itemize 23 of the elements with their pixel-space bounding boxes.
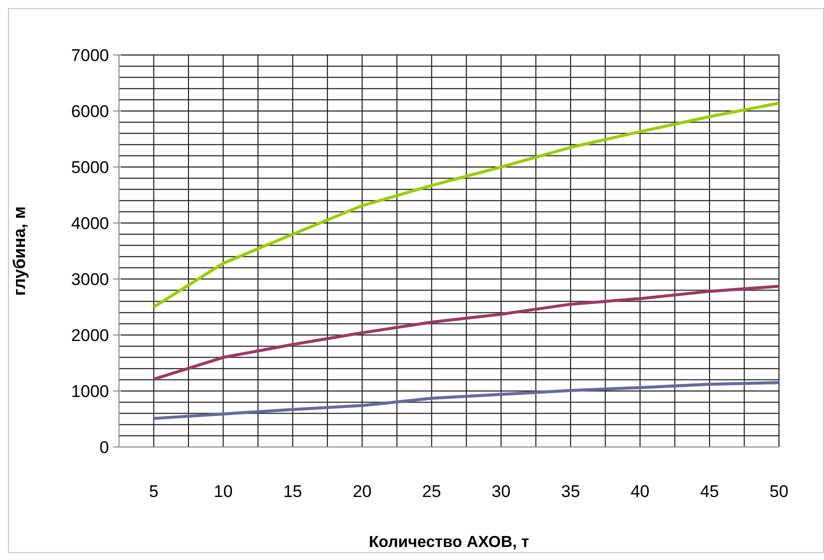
y-tick-label: 3000 (71, 270, 109, 289)
x-tick-label: 40 (630, 482, 650, 502)
x-tick-label: 45 (700, 482, 719, 502)
x-tick-label: 35 (561, 482, 580, 502)
y-tick-label: 2000 (71, 326, 109, 345)
x-tick-label: 25 (422, 482, 442, 502)
y-tick-label: 1000 (71, 382, 109, 401)
y-tick-label: 6000 (71, 102, 109, 121)
line-series (152, 381, 779, 420)
y-tick-label: 7000 (71, 46, 109, 65)
x-tick-label: 50 (770, 482, 788, 502)
y-tick-label: 4000 (71, 214, 109, 233)
y-axis-title: глубина, м (10, 206, 30, 296)
x-axis-title: Количество АХОВ, т (368, 534, 530, 551)
line-series (152, 102, 779, 308)
x-tick-label: 20 (352, 482, 372, 502)
line-series (152, 284, 779, 381)
x-tick-label: 5 (149, 482, 158, 502)
x-tick-label: 30 (492, 482, 511, 502)
x-tick-label: 10 (214, 482, 233, 502)
x-tick-label: 15 (283, 482, 302, 502)
y-tick-label: 0 (100, 438, 109, 457)
y-tick-label: 5000 (71, 158, 109, 177)
